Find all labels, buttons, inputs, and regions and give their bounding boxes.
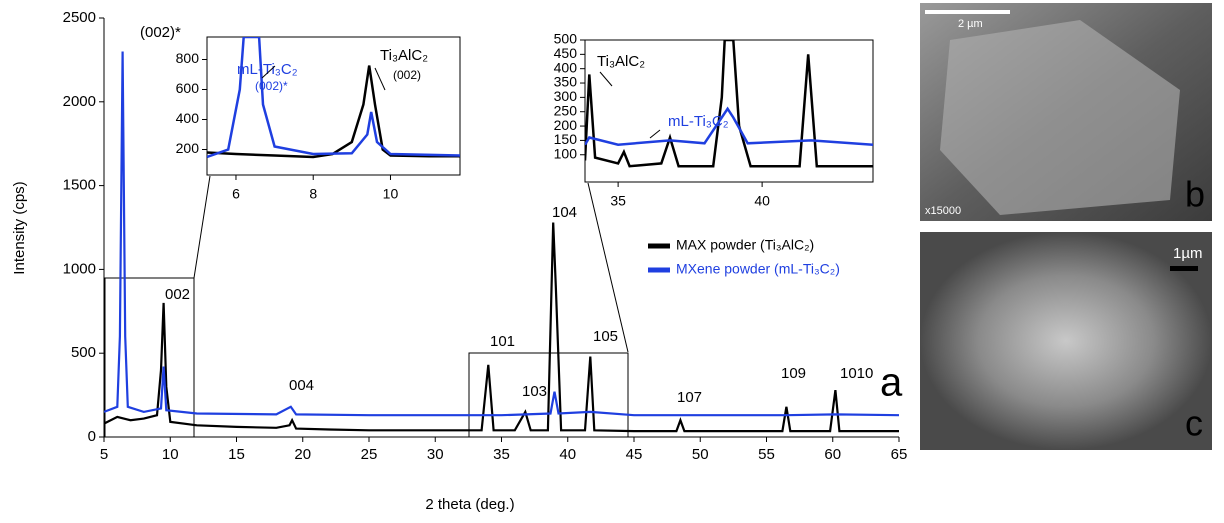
y-tick-label: 500 [554,31,578,47]
zoom-arrow [193,175,211,279]
panel-label: c [1185,403,1203,444]
scale-bar [1170,266,1198,271]
legend-label: MXene powder (mL-Ti₃C₂) [676,261,840,277]
annotation: (002)* [140,24,181,41]
y-tick-label: 1500 [63,177,96,194]
x-tick-label: 20 [294,446,311,463]
zoom-arrow [587,182,629,353]
pointer [599,71,613,87]
legend-label: MAX powder (Ti₃AlC₂) [676,237,814,253]
series-line [104,51,899,417]
annotation: (002) [393,68,421,82]
y-tick-label: 500 [71,344,96,361]
series-line [207,65,460,159]
pointer [649,129,661,139]
x-tick-label: 8 [309,186,317,202]
annotation: Ti₃AlC₂ [380,47,428,64]
x-tick-label: 25 [361,446,378,463]
y-tick-label: 600 [176,80,200,96]
x-tick-label: 15 [228,446,245,463]
annotation: 004 [289,377,314,394]
x-tick-label: 50 [692,446,709,463]
y-tick-label: 2500 [63,9,96,26]
y-tick-label: 200 [554,117,578,133]
x-tick-label: 45 [626,446,643,463]
annotation: 107 [677,389,702,406]
series-line [585,106,873,146]
x-tick-label: 40 [754,193,770,209]
y-tick-label: 100 [554,145,578,161]
x-axis-label: 2 theta (deg.) [425,496,514,513]
annotation: (002)* [255,79,288,93]
annotation: 101 [490,333,515,350]
pointer [261,65,276,79]
x-tick-label: 5 [100,446,108,463]
scale-text: 1µm [1173,245,1202,262]
y-tick-label: 1000 [63,260,96,277]
y-tick-label: 400 [554,59,578,75]
annotation: Ti₃AlC₂ [597,53,645,70]
y-tick-label: 250 [554,102,578,118]
annotation: 105 [593,328,618,345]
annotation: 109 [781,365,806,382]
panel-label: b [1185,174,1205,215]
scale-text: 2 µm [958,18,983,30]
y-tick-label: 0 [88,428,96,445]
series-line [207,37,460,159]
y-tick-label: 200 [176,140,200,156]
magnification: x15000 [925,205,961,217]
annotation: mL-Ti₃C₂ [668,113,729,130]
sem-grain [940,20,1180,215]
y-tick-label: 400 [176,110,200,126]
x-tick-label: 10 [383,186,399,202]
annotation: mL-Ti₃C₂ [237,61,298,78]
y-axis-label: Intensity (cps) [11,181,28,274]
y-tick-label: 300 [554,88,578,104]
pointer [374,67,386,91]
y-tick-label: 2000 [63,93,96,110]
y-tick-label: 800 [176,50,200,66]
y-tick-label: 150 [554,131,578,147]
x-tick-label: 55 [758,446,775,463]
x-tick-label: 60 [824,446,841,463]
annotation: 002 [165,286,190,303]
annotation: 1010 [840,365,873,382]
annotation: 103 [522,383,547,400]
annotation: a [880,361,903,405]
x-tick-label: 40 [559,446,576,463]
x-tick-label: 6 [232,186,240,202]
y-tick-label: 350 [554,74,578,90]
y-tick-label: 450 [554,45,578,61]
x-tick-label: 10 [162,446,179,463]
x-tick-label: 65 [891,446,908,463]
x-tick-label: 35 [493,446,510,463]
series-line [104,222,899,433]
x-tick-label: 35 [610,193,626,209]
series-line [585,40,873,168]
annotation: 104 [552,204,577,221]
sem-image-c [920,232,1212,450]
x-tick-label: 30 [427,446,444,463]
